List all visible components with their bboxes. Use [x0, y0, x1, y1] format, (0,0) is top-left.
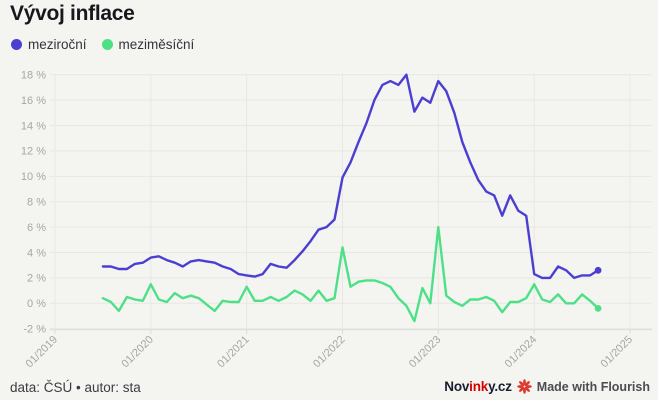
- novinky-logo-suffix: y.cz: [488, 379, 512, 394]
- x-tick-label: 01/2024: [503, 334, 540, 371]
- y-tick-label: 6 %: [27, 222, 46, 234]
- x-tick-label: 01/2023: [407, 334, 444, 371]
- legend-item-mezimesicni[interactable]: meziměsíční: [101, 37, 195, 52]
- y-tick-label: 10 %: [21, 171, 46, 183]
- data-credit: data: ČSÚ • autor: sta: [10, 380, 141, 395]
- y-tick-label: -2 %: [23, 323, 46, 335]
- page-title: Vývoj inflace: [10, 2, 135, 25]
- series-line-meziměsíční[interactable]: [101, 225, 600, 323]
- novinky-logo-prefix: Nov: [444, 379, 470, 394]
- x-tick-label: 01/2025: [599, 334, 636, 371]
- footer-brand-row: Novinky.cz Made with Flourish: [444, 379, 650, 394]
- y-tick-label: 16 %: [21, 95, 46, 107]
- x-tick-label: 01/2022: [311, 334, 348, 371]
- novinky-logo[interactable]: Novinky.cz: [444, 379, 512, 394]
- x-tick-label: 01/2020: [119, 334, 156, 371]
- series-end-dot-meziroční: [594, 266, 602, 274]
- y-tick-label: 0 %: [27, 298, 46, 310]
- flourish-credit[interactable]: Made with Flourish: [536, 379, 650, 394]
- y-tick-label: 4 %: [27, 247, 46, 259]
- flourish-burst-icon: [516, 379, 532, 394]
- novinky-logo-highlight: ink: [469, 379, 489, 394]
- legend: meziroční meziměsíční: [11, 37, 194, 52]
- legend-label-mezimesicni: meziměsíční: [118, 37, 195, 52]
- legend-item-mezirocni[interactable]: meziroční: [11, 37, 87, 52]
- y-tick-label: 2 %: [27, 273, 46, 285]
- y-tick-label: 14 %: [21, 120, 46, 132]
- y-tick-label: 18 %: [21, 70, 46, 82]
- legend-swatch-mezimesicni-icon: [101, 39, 113, 50]
- y-tick-label: 8 %: [27, 197, 46, 209]
- series-end-dot-meziměsíční: [594, 305, 602, 312]
- y-tick-label: 12 %: [21, 146, 46, 158]
- legend-label-mezirocni: meziroční: [28, 37, 87, 52]
- x-tick-label: 01/2021: [215, 334, 252, 371]
- legend-swatch-mezirocni-icon: [11, 39, 22, 50]
- series-line-meziroční[interactable]: [101, 73, 600, 280]
- x-tick-label: 01/2019: [24, 334, 61, 371]
